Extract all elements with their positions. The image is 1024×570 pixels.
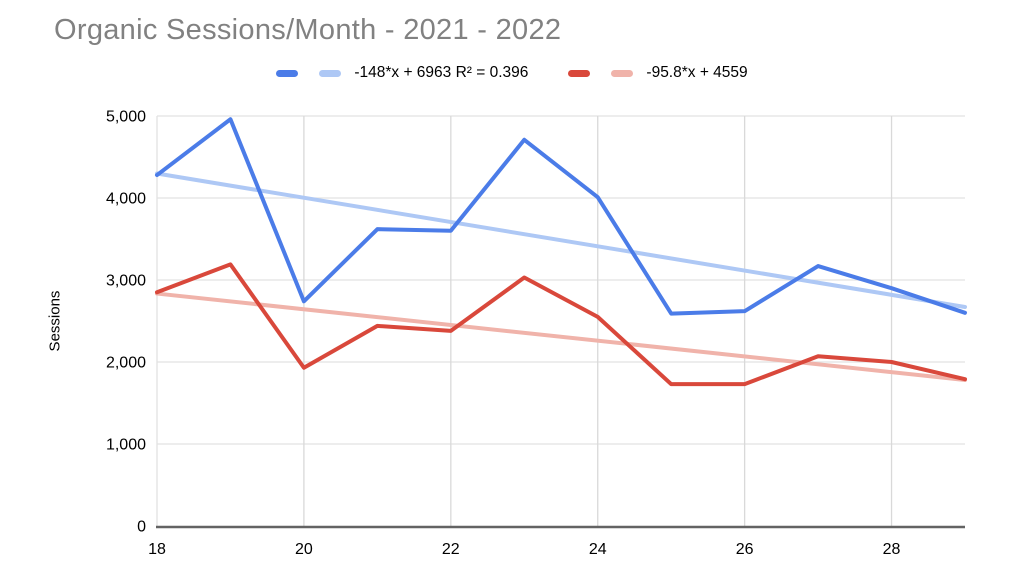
legend-entry-red: -95.8*x + 4559 — [568, 64, 748, 82]
trendline-swatch-blue — [319, 69, 342, 77]
legend-label-blue: -148*x + 6963 R² = 0.396 — [354, 64, 529, 81]
y-tick-label: 1,000 — [106, 437, 146, 454]
legend-entry-blue: -148*x + 6963 R² = 0.396 — [276, 64, 528, 82]
trendline-blue — [155, 171, 967, 309]
chart-title: Organic Sessions/Month - 2021 - 2022 — [54, 14, 562, 46]
y-tick-label: 4,000 — [106, 191, 146, 208]
y-tick-label: 2,000 — [106, 355, 146, 372]
x-tick-label: 26 — [736, 541, 754, 558]
y-tick-label: 0 — [137, 519, 146, 536]
x-tick-label: 18 — [148, 541, 166, 558]
x-tick-label: 22 — [442, 541, 460, 558]
x-tick-label: 24 — [589, 541, 607, 558]
trendline-red — [155, 291, 967, 382]
x-tick-label: 28 — [883, 541, 901, 558]
series-line-blue — [155, 117, 967, 316]
x-tick-label: 20 — [295, 541, 313, 558]
series-line-red — [155, 262, 967, 387]
series-swatch-blue — [276, 69, 299, 77]
y-tick-label: 3,000 — [106, 273, 146, 290]
y-tick-label: 5,000 — [106, 109, 146, 126]
legend: -148*x + 6963 R² = 0.396 -95.8*x + 4559 — [0, 64, 1024, 82]
legend-label-red: -95.8*x + 4559 — [646, 64, 748, 81]
series-swatch-red — [568, 69, 591, 77]
trendline-swatch-red — [611, 69, 634, 77]
